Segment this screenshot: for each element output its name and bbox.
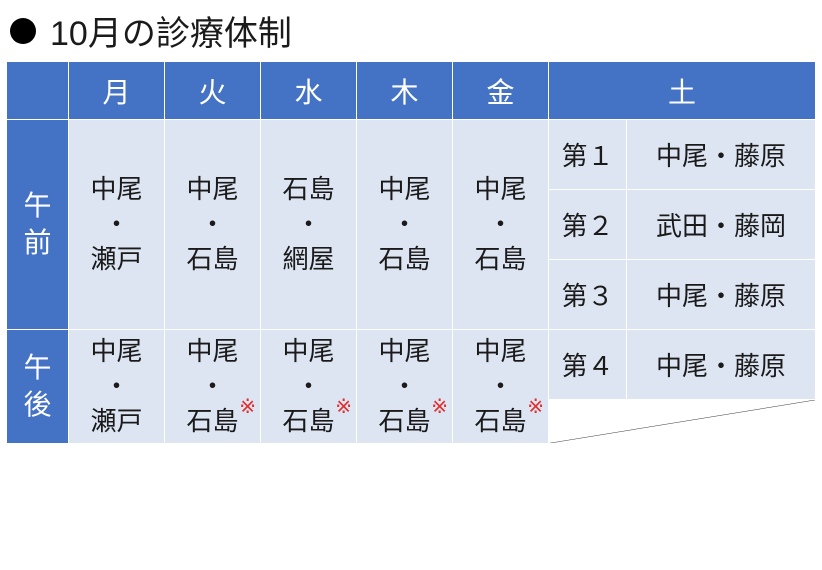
rowlabel-pm: 午後 xyxy=(7,330,69,444)
sat-w1-names: 中尾・藤原 xyxy=(627,120,816,190)
cell-pm-mon: 中尾・瀬戸 xyxy=(69,330,165,444)
cell-pm-fri: 中尾・石島※ xyxy=(453,330,549,444)
sat-w1-label: 第１ xyxy=(549,120,627,190)
cell-am-thu: 中尾・石島 xyxy=(357,120,453,330)
cell-pm-tue: 中尾・石島※ xyxy=(165,330,261,444)
cell-pm-wed: 中尾・石島※ xyxy=(261,330,357,444)
header-tue: 火 xyxy=(165,62,261,120)
sat-w2-names: 武田・藤岡 xyxy=(627,190,816,260)
page-title-row: 10月の診療体制 xyxy=(10,6,816,55)
table-row: 午前 中尾・瀬戸 中尾・石島 石島・網屋 中尾・石島 中尾・石島 第１ 中尾・藤… xyxy=(7,120,816,190)
page-title: 10月の診療体制 xyxy=(50,6,292,55)
cell-am-fri: 中尾・石島 xyxy=(453,120,549,330)
header-sat: 土 xyxy=(549,62,816,120)
diagonal-line-icon xyxy=(549,400,815,443)
empty-cell xyxy=(549,400,816,444)
cell-am-wed: 石島・網屋 xyxy=(261,120,357,330)
asterisk-icon: ※ xyxy=(431,394,448,421)
bullet-icon xyxy=(10,18,36,44)
header-corner xyxy=(7,62,69,120)
cell-am-tue: 中尾・石島 xyxy=(165,120,261,330)
sat-w3-label: 第３ xyxy=(549,260,627,330)
table-row: 午後 中尾・瀬戸 中尾・石島※ 中尾・石島※ 中尾・石島※ 中尾・石島※ 第４ … xyxy=(7,330,816,400)
cell-pm-thu: 中尾・石島※ xyxy=(357,330,453,444)
schedule-table: 月 火 水 木 金 土 午前 中尾・瀬戸 中尾・石島 石島・網屋 中尾・石島 中… xyxy=(6,61,816,444)
asterisk-icon: ※ xyxy=(527,394,544,421)
rowlabel-am: 午前 xyxy=(7,120,69,330)
sat-w4-label: 第４ xyxy=(549,330,627,400)
header-thu: 木 xyxy=(357,62,453,120)
header-fri: 金 xyxy=(453,62,549,120)
sat-w2-label: 第２ xyxy=(549,190,627,260)
asterisk-icon: ※ xyxy=(239,394,256,421)
header-mon: 月 xyxy=(69,62,165,120)
sat-w3-names: 中尾・藤原 xyxy=(627,260,816,330)
cell-am-mon: 中尾・瀬戸 xyxy=(69,120,165,330)
table-header-row: 月 火 水 木 金 土 xyxy=(7,62,816,120)
sat-w4-names: 中尾・藤原 xyxy=(627,330,816,400)
header-wed: 水 xyxy=(261,62,357,120)
asterisk-icon: ※ xyxy=(335,394,352,421)
